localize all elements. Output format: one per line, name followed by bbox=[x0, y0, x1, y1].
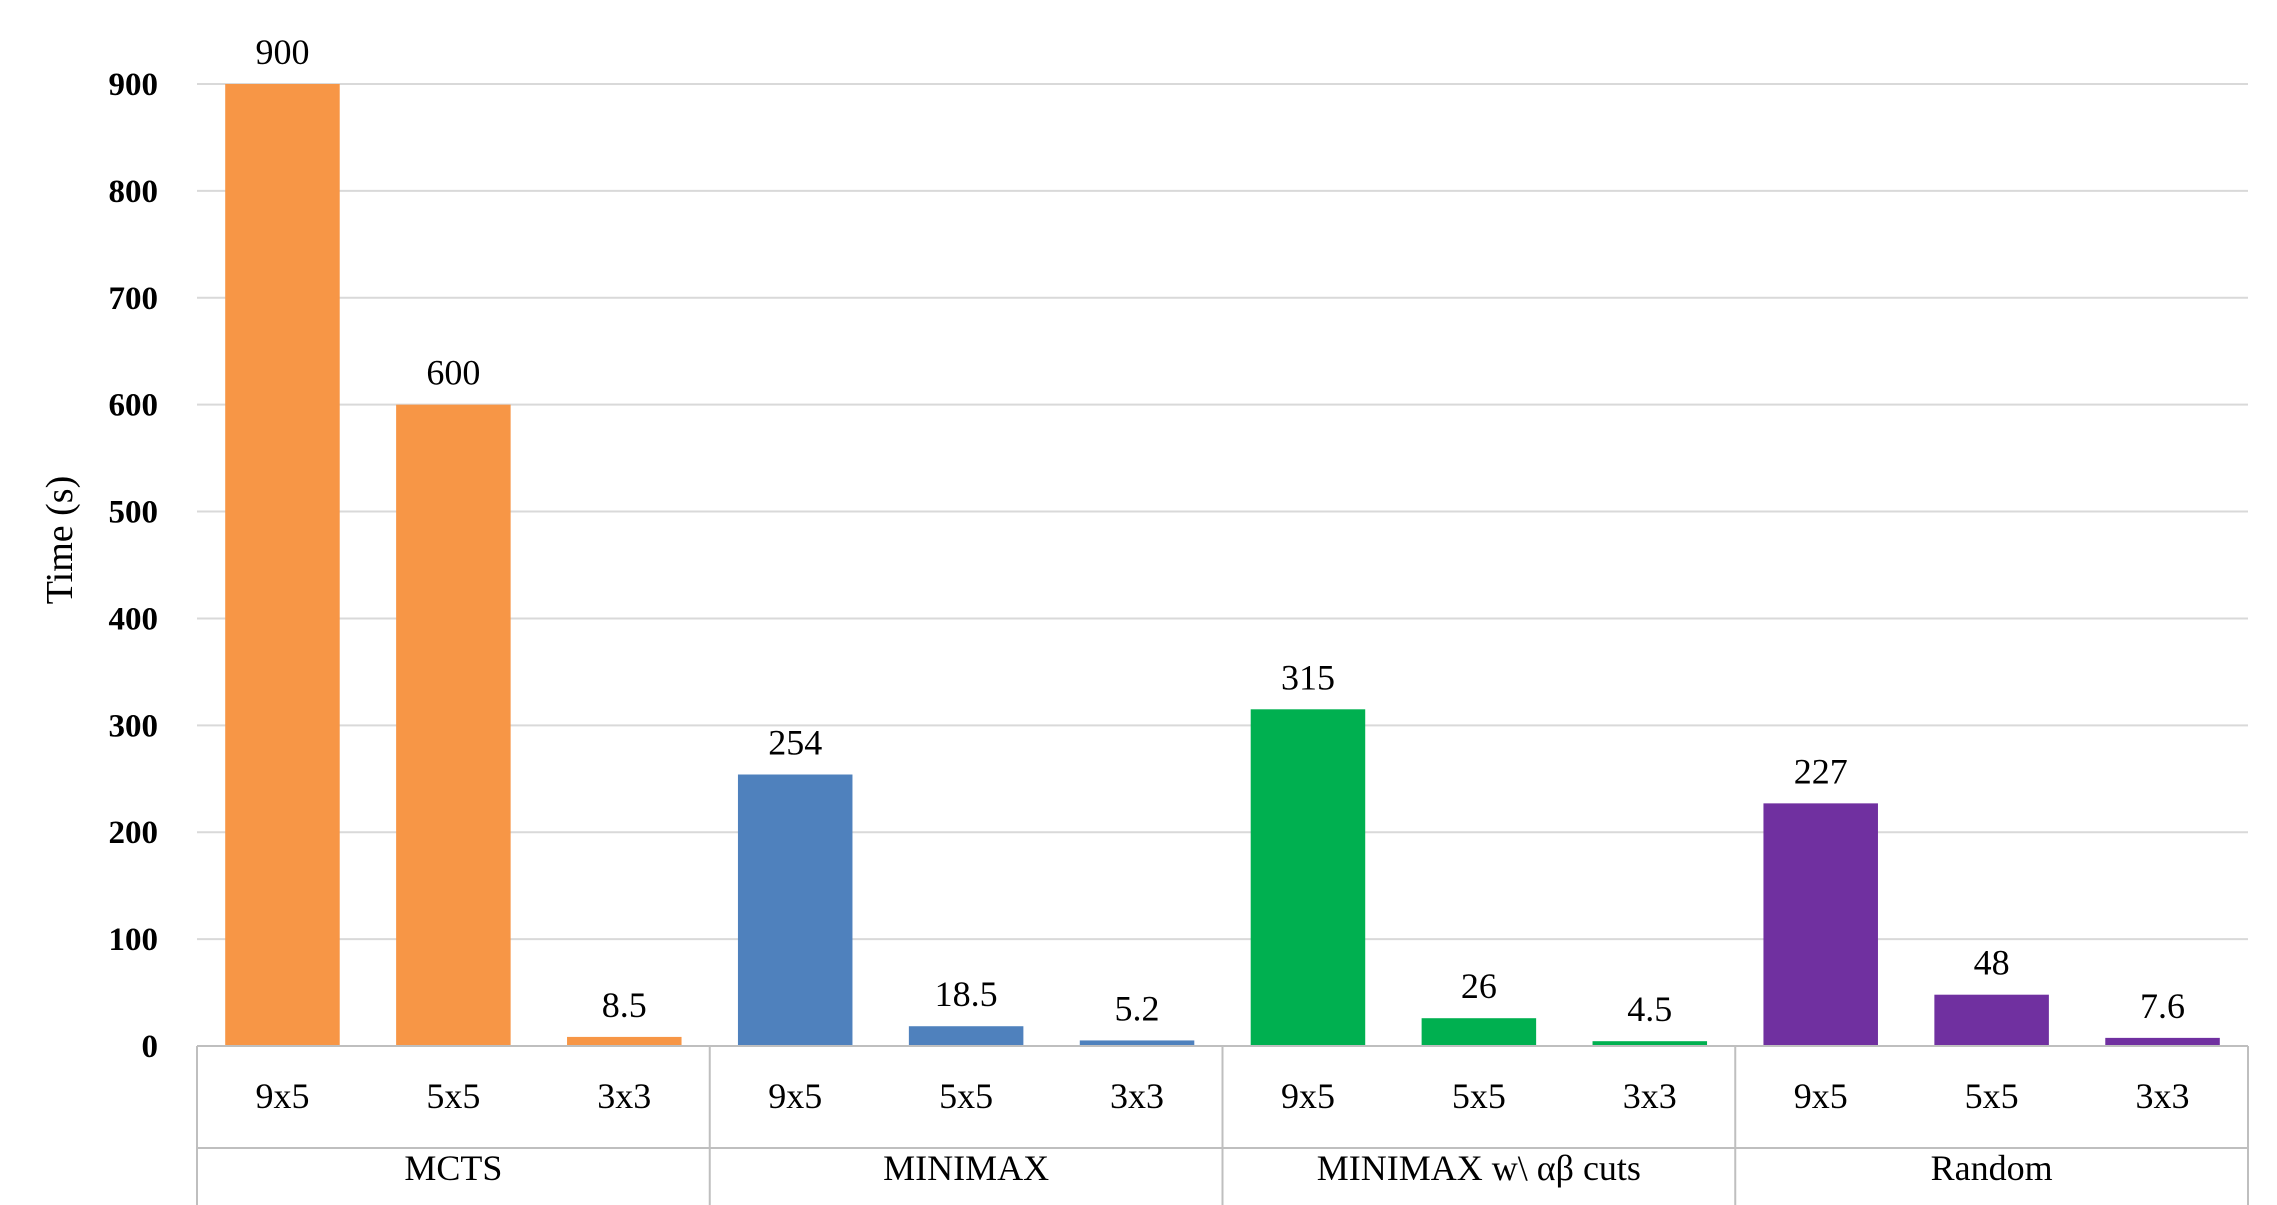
y-tick-label: 800 bbox=[109, 174, 159, 210]
gridlines bbox=[197, 83, 2248, 941]
data-label: 315 bbox=[1281, 657, 1335, 697]
x-tick-label: 5x5 bbox=[426, 1076, 480, 1116]
y-tick-label: 300 bbox=[109, 708, 159, 744]
x-tick-label: 9x5 bbox=[255, 1076, 309, 1116]
bar bbox=[396, 404, 511, 1047]
x-tick-label: 5x5 bbox=[939, 1076, 993, 1116]
bar bbox=[737, 774, 853, 1046]
y-axis-title: Time (s) bbox=[39, 476, 81, 604]
data-label: 5.2 bbox=[1115, 988, 1160, 1028]
bar bbox=[1592, 1041, 1708, 1046]
bars bbox=[225, 84, 2220, 1047]
y-tick-label: 700 bbox=[109, 281, 159, 317]
group-label: MINIMAX bbox=[883, 1148, 1049, 1188]
bar bbox=[225, 84, 340, 1046]
y-tick-label: 200 bbox=[109, 815, 159, 851]
group-label: MCTS bbox=[404, 1148, 502, 1188]
group-label: Random bbox=[1931, 1148, 2053, 1188]
y-axis-ticks: 0 100 200 300 400 500 600 700 800 900 bbox=[109, 67, 159, 1065]
y-tick-label: 0 bbox=[142, 1029, 159, 1065]
y-tick-label: 100 bbox=[109, 922, 159, 958]
data-label: 4.5 bbox=[1627, 989, 1672, 1029]
y-tick-label: 400 bbox=[109, 601, 159, 637]
x-axis: 9x5 5x5 3x3 MCTS 9x5 5x5 3x3 MINIMAX 9x5 5x5 3x3 MI… bbox=[196, 1045, 2249, 1205]
x-tick-label: 9x5 bbox=[1794, 1076, 1848, 1116]
x-tick-label: 3x3 bbox=[2136, 1076, 2190, 1116]
y-tick-label: 900 bbox=[109, 67, 159, 103]
data-label: 600 bbox=[426, 353, 480, 393]
data-label: 7.6 bbox=[2140, 986, 2185, 1026]
bar bbox=[1421, 1018, 1537, 1046]
data-label: 900 bbox=[255, 32, 309, 72]
data-label: 254 bbox=[768, 723, 822, 763]
bar bbox=[908, 1026, 1024, 1046]
data-labels: 900 600 8.5 254 18.5 5.2 315 26 4.5 227 48 7.6 bbox=[255, 32, 2185, 1029]
x-tick-label: 5x5 bbox=[1452, 1076, 1506, 1116]
data-label: 227 bbox=[1794, 751, 1848, 791]
x-tick-label: 3x3 bbox=[597, 1076, 651, 1116]
data-label: 8.5 bbox=[602, 985, 647, 1025]
x-tick-label: 5x5 bbox=[1965, 1076, 2019, 1116]
y-tick-label: 600 bbox=[109, 388, 159, 424]
group-label: MINIMAX w\ αβ cuts bbox=[1317, 1148, 1641, 1188]
data-label: 48 bbox=[1974, 943, 2010, 983]
bar bbox=[1079, 1040, 1195, 1046]
bar bbox=[1934, 994, 2049, 1046]
y-tick-label: 500 bbox=[109, 495, 159, 531]
data-label: 18.5 bbox=[935, 974, 998, 1014]
x-tick-label: 3x3 bbox=[1623, 1076, 1677, 1116]
bar bbox=[2105, 1037, 2220, 1046]
data-label: 26 bbox=[1461, 966, 1497, 1006]
bar bbox=[1250, 709, 1366, 1046]
bar bbox=[1763, 803, 1878, 1046]
x-tick-label: 9x5 bbox=[768, 1076, 822, 1116]
x-tick-label: 9x5 bbox=[1281, 1076, 1335, 1116]
bar bbox=[567, 1036, 682, 1046]
x-tick-label: 3x3 bbox=[1110, 1076, 1164, 1116]
